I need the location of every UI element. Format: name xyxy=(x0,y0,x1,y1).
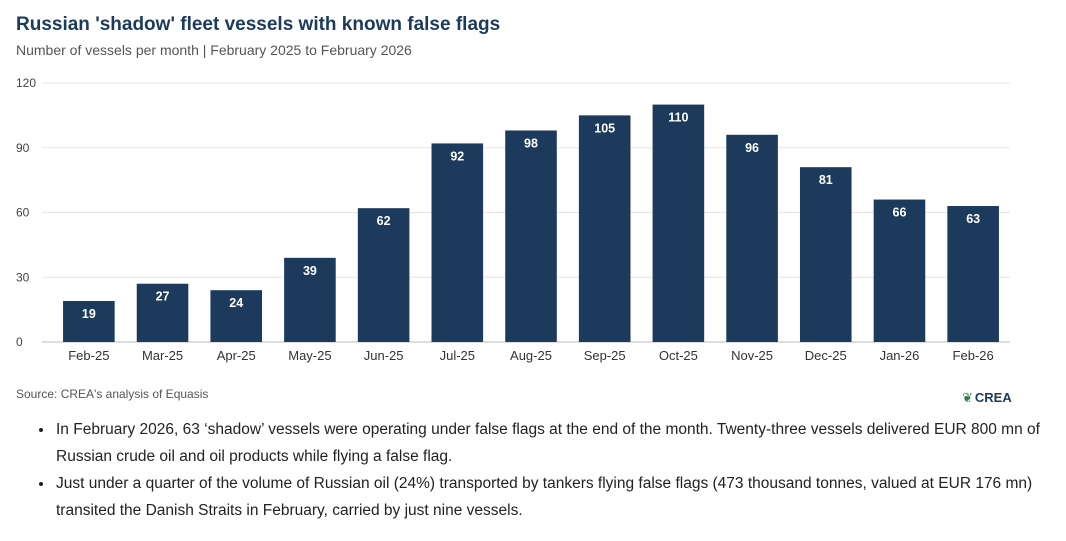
bar-value-label: 27 xyxy=(156,290,170,304)
bar xyxy=(284,257,336,342)
bar-value-label: 62 xyxy=(377,214,391,228)
list-item: Just under a quarter of the volume of Ru… xyxy=(54,470,1048,524)
bar-value-label: 96 xyxy=(745,141,759,155)
y-tick-label: 60 xyxy=(16,206,30,220)
logo-text: CREA xyxy=(974,390,1012,405)
x-tick-label: Dec-25 xyxy=(805,348,847,363)
bar-value-label: 98 xyxy=(524,136,538,150)
bar xyxy=(505,130,557,342)
bar-value-label: 24 xyxy=(229,296,243,310)
x-tick-label: Mar-25 xyxy=(142,348,183,363)
x-tick-label: Jun-25 xyxy=(364,348,404,363)
x-tick-label: Feb-25 xyxy=(68,348,109,363)
y-tick-label: 120 xyxy=(16,76,36,90)
x-tick-label: Sep-25 xyxy=(584,348,626,363)
bar-value-label: 39 xyxy=(303,264,317,278)
bar-value-label: 92 xyxy=(450,149,464,163)
bar xyxy=(652,104,705,342)
bar xyxy=(947,206,999,342)
bar xyxy=(578,115,631,342)
bar xyxy=(210,290,263,342)
bar-value-label: 81 xyxy=(819,173,833,187)
list-item: In February 2026, 63 ‘shadow’ vessels we… xyxy=(54,416,1048,470)
bar xyxy=(136,283,189,342)
x-tick-label: May-25 xyxy=(288,348,331,363)
crea-logo: ❦ CREA xyxy=(962,390,1012,406)
y-tick-label: 90 xyxy=(16,141,30,155)
bar-value-label: 63 xyxy=(966,212,980,226)
bar-value-label: 66 xyxy=(893,206,907,220)
x-tick-label: Aug-25 xyxy=(510,348,552,363)
bar xyxy=(873,199,926,342)
x-tick-label: Oct-25 xyxy=(659,348,698,363)
chart-subtitle: Number of vessels per month | February 2… xyxy=(16,42,412,58)
bar-value-label: 105 xyxy=(594,121,615,135)
bar xyxy=(726,134,778,342)
x-tick-label: Nov-25 xyxy=(731,348,773,363)
bar-value-label: 19 xyxy=(82,307,96,321)
bar-value-label: 110 xyxy=(668,111,688,125)
bar xyxy=(63,300,115,342)
bar xyxy=(431,143,484,342)
bar xyxy=(799,167,852,342)
y-tick-label: 0 xyxy=(16,335,23,349)
source-note: Source: CREA's analysis of Equasis xyxy=(16,387,209,401)
x-tick-label: Jan-26 xyxy=(880,348,920,363)
notes-list: In February 2026, 63 ‘shadow’ vessels we… xyxy=(18,416,1048,524)
leaf-icon: ❦ xyxy=(962,390,973,405)
bar-chart: 0 30 60 90 120 19 Feb-25 27 Mar-25 24 Apr-25 39 May-… xyxy=(16,76,1010,363)
x-tick-label: Apr-25 xyxy=(217,348,256,363)
x-tick-label: Feb-26 xyxy=(953,348,994,363)
x-tick-label: Jul-25 xyxy=(440,348,475,363)
y-tick-label: 30 xyxy=(16,270,30,284)
bar xyxy=(357,208,410,342)
chart-title: Russian 'shadow' fleet vessels with know… xyxy=(16,14,501,35)
